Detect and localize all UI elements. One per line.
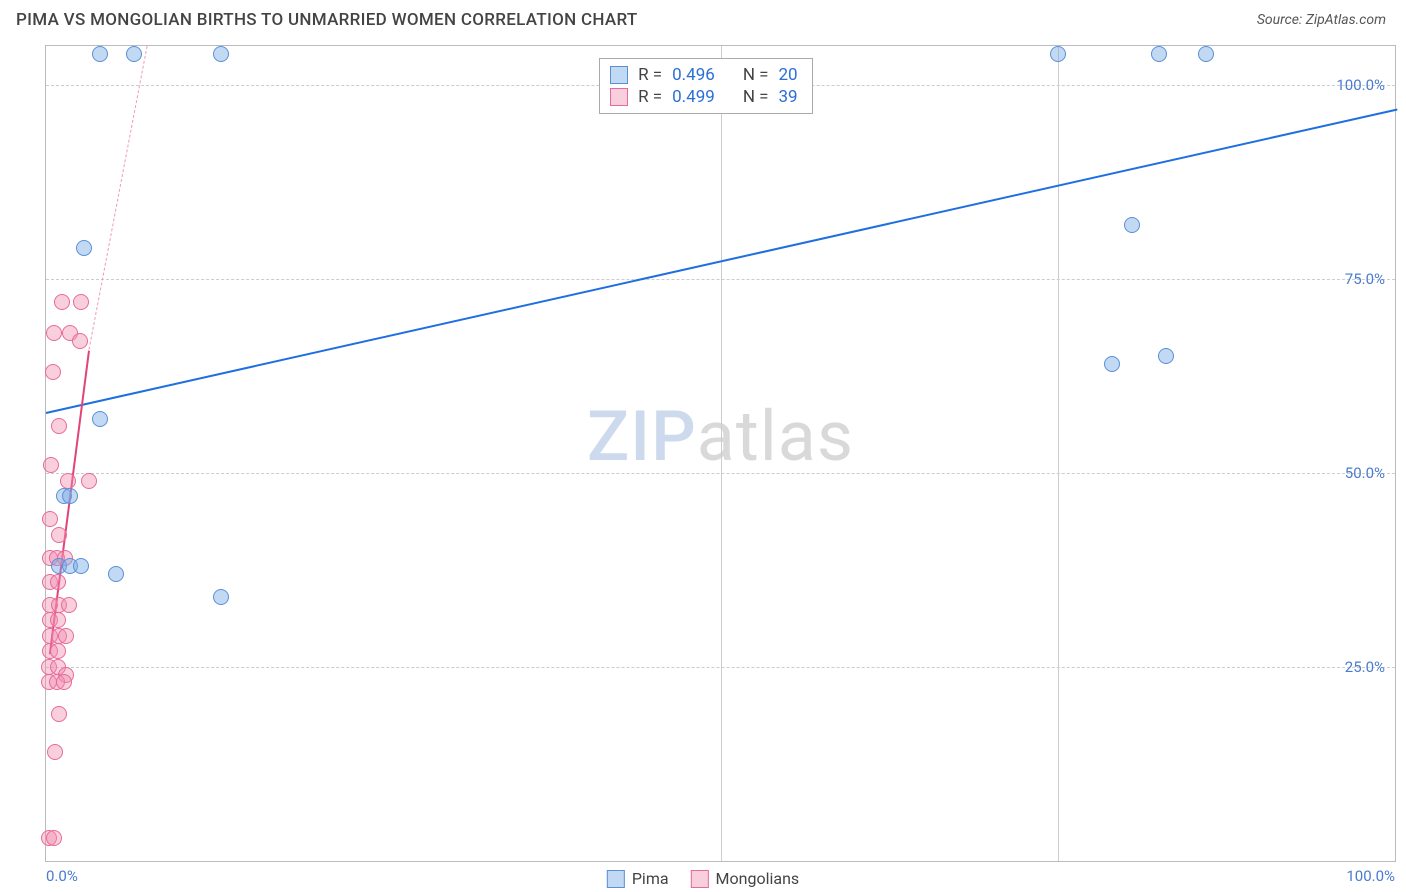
data-point [213,589,229,605]
source-attribution: Source: ZipAtlas.com [1257,12,1386,28]
data-point [62,488,78,504]
n-value: 20 [779,65,798,85]
x-tick-label: 100.0% [1346,867,1395,885]
data-point [50,612,66,628]
data-point [1124,217,1140,233]
data-point [73,294,89,310]
data-point [56,674,72,690]
legend-label: Pima [632,869,669,888]
trend-line [89,46,148,350]
data-point [126,46,142,62]
r-value: 0.496 [672,65,715,85]
data-point [76,240,92,256]
x-tick-label: 0.0% [46,867,78,885]
data-point [72,333,88,349]
legend-swatch [607,870,625,888]
correlation-stats-box: R = 0.496 N = 20 R = 0.499 N = 39 [599,58,813,114]
data-point [50,643,66,659]
data-point [46,325,62,341]
y-tick-label: 100.0% [1336,76,1385,94]
data-point [58,628,74,644]
data-point [1050,46,1066,62]
grid-line-v [1058,46,1059,861]
data-point [51,706,67,722]
r-value: 0.499 [672,87,715,107]
r-label: R = [638,65,662,85]
series-swatch [610,88,628,106]
data-point [1158,348,1174,364]
series-swatch [610,66,628,84]
chart-header: PIMA VS MONGOLIAN BIRTHS TO UNMARRIED WO… [0,0,1406,36]
data-point [1198,46,1214,62]
r-label: R = [638,87,662,107]
data-point [43,457,59,473]
data-point [51,418,67,434]
data-point [1104,356,1120,372]
data-point [51,527,67,543]
chart-title: PIMA VS MONGOLIAN BIRTHS TO UNMARRIED WO… [16,10,638,30]
data-point [81,473,97,489]
stats-row: R = 0.499 N = 39 [610,86,798,108]
legend-item: Pima [607,869,669,888]
data-point [108,566,124,582]
scatter-chart: ZIPatlas 25.0%50.0%75.0%100.0%0.0%100.0%… [45,45,1396,862]
data-point [61,597,77,613]
legend-item: Mongolians [691,869,800,888]
data-point [213,46,229,62]
legend-label: Mongolians [716,869,800,888]
legend-swatch [691,870,709,888]
legend: Pima Mongolians [607,869,799,888]
data-point [73,558,89,574]
data-point [47,744,63,760]
y-tick-label: 25.0% [1345,658,1385,676]
stats-row: R = 0.496 N = 20 [610,64,798,86]
data-point [42,511,58,527]
data-point [45,364,61,380]
data-point [54,294,70,310]
data-point [50,574,66,590]
y-tick-label: 75.0% [1345,270,1385,288]
y-tick-label: 50.0% [1345,464,1385,482]
n-label: N = [743,65,769,85]
data-point [92,46,108,62]
grid-line-v [721,46,722,861]
n-label: N = [743,87,769,107]
n-value: 39 [779,87,798,107]
data-point [60,473,76,489]
data-point [46,830,62,846]
data-point [1151,46,1167,62]
data-point [92,411,108,427]
